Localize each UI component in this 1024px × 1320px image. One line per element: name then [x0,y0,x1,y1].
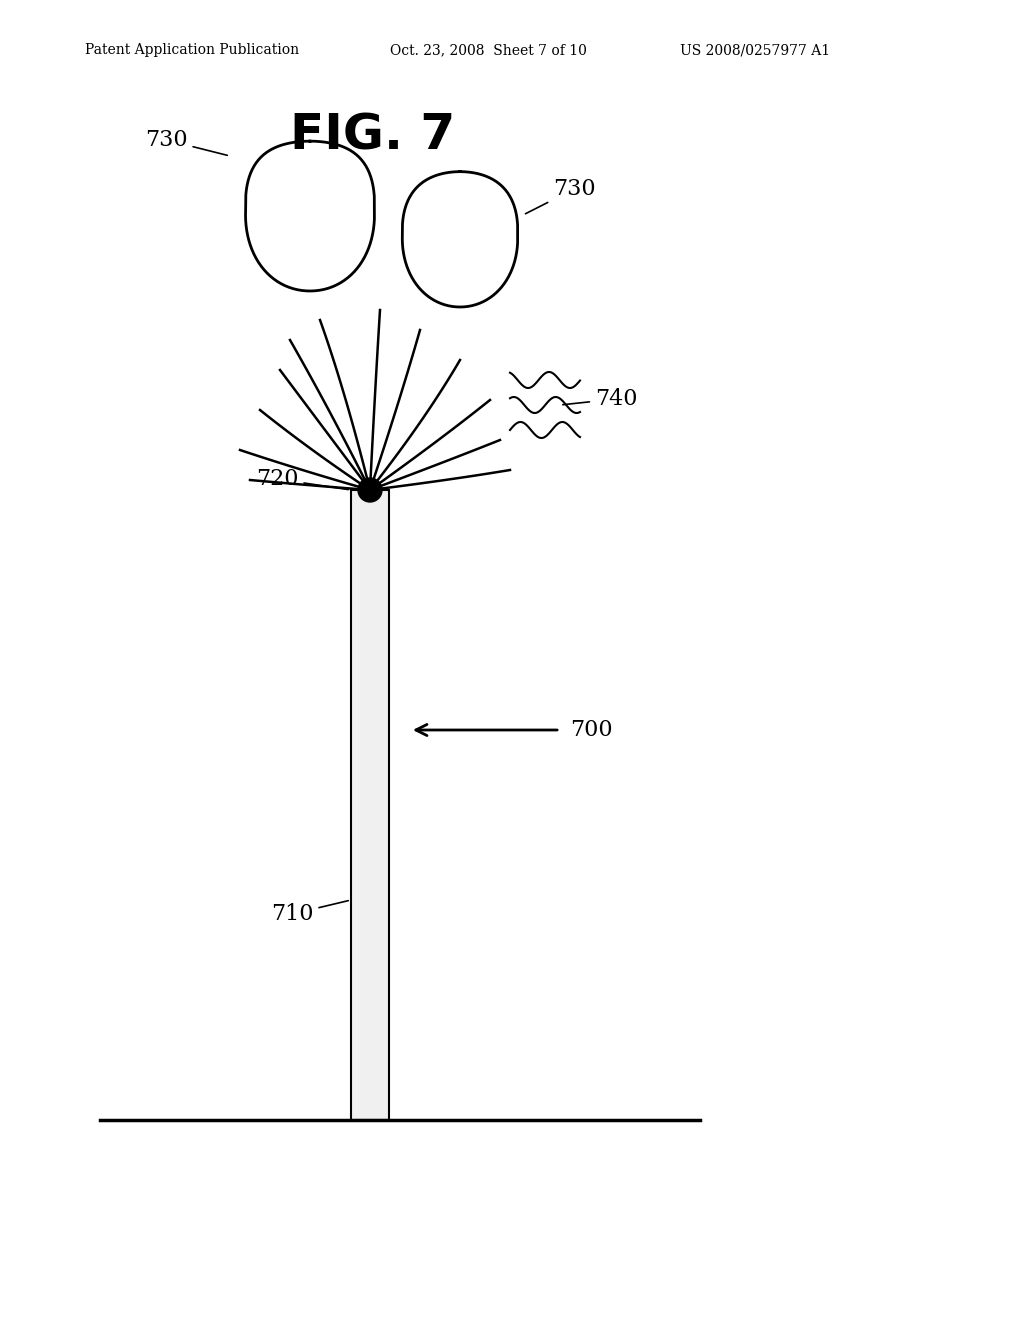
Text: 720: 720 [256,469,348,490]
Text: 700: 700 [570,719,612,741]
Text: US 2008/0257977 A1: US 2008/0257977 A1 [680,44,830,57]
FancyBboxPatch shape [351,490,389,1119]
Circle shape [358,478,382,502]
Text: 730: 730 [145,129,227,156]
Text: FIG. 7: FIG. 7 [290,111,456,158]
Text: Patent Application Publication: Patent Application Publication [85,44,299,57]
Text: 710: 710 [271,900,348,925]
Text: 740: 740 [563,388,638,411]
Text: 730: 730 [525,178,596,214]
Text: Oct. 23, 2008  Sheet 7 of 10: Oct. 23, 2008 Sheet 7 of 10 [390,44,587,57]
